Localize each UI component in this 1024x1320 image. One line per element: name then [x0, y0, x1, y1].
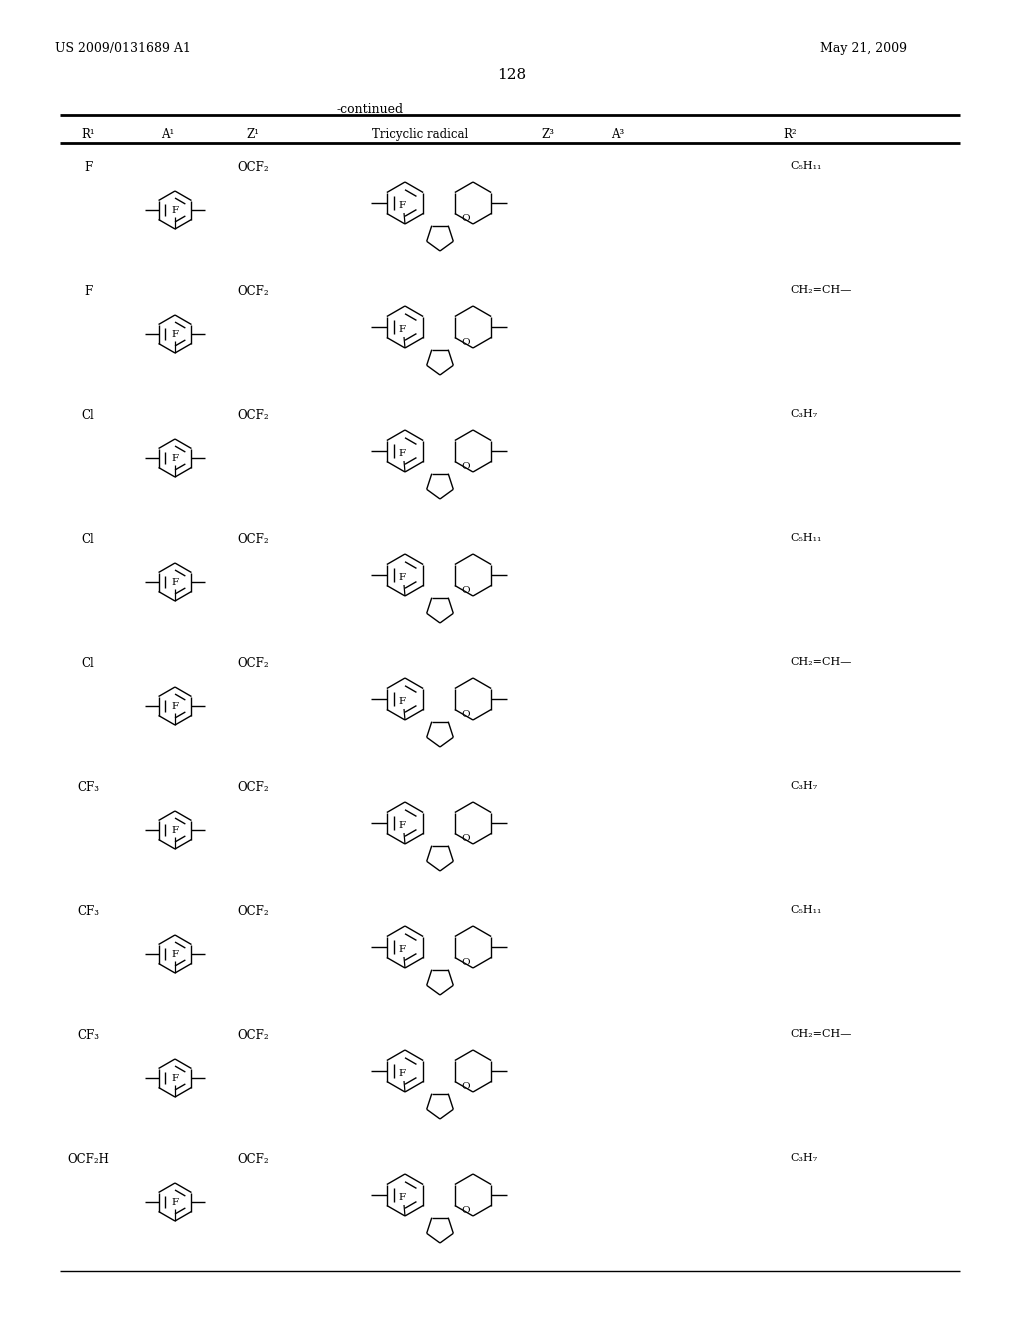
Text: F: F — [171, 206, 178, 215]
Text: -continued: -continued — [337, 103, 403, 116]
Text: F: F — [398, 945, 406, 954]
Text: OCF₂: OCF₂ — [238, 1030, 269, 1041]
Text: O: O — [462, 338, 470, 347]
Text: C₃H₇: C₃H₇ — [790, 781, 817, 791]
Text: F: F — [171, 578, 178, 587]
Text: F: F — [171, 950, 178, 960]
Text: OCF₂: OCF₂ — [238, 409, 269, 422]
Text: OCF₂: OCF₂ — [238, 781, 269, 795]
Text: Z³: Z³ — [542, 128, 555, 141]
Text: F: F — [171, 454, 178, 463]
Text: F: F — [84, 161, 92, 174]
Text: C₃H₇: C₃H₇ — [790, 409, 817, 418]
Text: CH₂=CH—: CH₂=CH— — [790, 657, 851, 667]
Text: O: O — [462, 214, 470, 223]
Text: F: F — [84, 285, 92, 298]
Text: OCF₂: OCF₂ — [238, 1152, 269, 1166]
Text: CH₂=CH—: CH₂=CH— — [790, 285, 851, 294]
Text: O: O — [462, 462, 470, 471]
Text: CF₃: CF₃ — [77, 1030, 99, 1041]
Text: F: F — [398, 1193, 406, 1203]
Text: May 21, 2009: May 21, 2009 — [820, 42, 907, 55]
Text: CH₂=CH—: CH₂=CH— — [790, 1030, 851, 1039]
Text: C₅H₁₁: C₅H₁₁ — [790, 161, 821, 172]
Text: Cl: Cl — [82, 657, 94, 671]
Text: Z¹: Z¹ — [247, 128, 259, 141]
Text: CF₃: CF₃ — [77, 906, 99, 917]
Text: O: O — [462, 834, 470, 843]
Text: OCF₂: OCF₂ — [238, 285, 269, 298]
Text: OCF₂: OCF₂ — [238, 906, 269, 917]
Text: US 2009/0131689 A1: US 2009/0131689 A1 — [55, 42, 190, 55]
Text: R²: R² — [783, 128, 797, 141]
Text: OCF₂H: OCF₂H — [67, 1152, 109, 1166]
Text: F: F — [171, 826, 178, 836]
Text: C₅H₁₁: C₅H₁₁ — [790, 906, 821, 915]
Text: Cl: Cl — [82, 409, 94, 422]
Text: CF₃: CF₃ — [77, 781, 99, 795]
Text: F: F — [171, 330, 178, 339]
Text: O: O — [462, 1082, 470, 1092]
Text: F: F — [171, 1199, 178, 1206]
Text: F: F — [398, 449, 406, 458]
Text: R¹: R¹ — [81, 128, 95, 141]
Text: F: F — [398, 821, 406, 830]
Text: A¹: A¹ — [162, 128, 175, 141]
Text: O: O — [462, 958, 470, 968]
Text: 128: 128 — [498, 69, 526, 82]
Text: F: F — [171, 1074, 178, 1082]
Text: C₃H₇: C₃H₇ — [790, 1152, 817, 1163]
Text: OCF₂: OCF₂ — [238, 161, 269, 174]
Text: F: F — [171, 702, 178, 711]
Text: F: F — [398, 1069, 406, 1078]
Text: O: O — [462, 710, 470, 719]
Text: Tricyclic radical: Tricyclic radical — [372, 128, 468, 141]
Text: A³: A³ — [611, 128, 625, 141]
Text: F: F — [398, 201, 406, 210]
Text: F: F — [398, 573, 406, 582]
Text: OCF₂: OCF₂ — [238, 657, 269, 671]
Text: C₅H₁₁: C₅H₁₁ — [790, 533, 821, 543]
Text: O: O — [462, 586, 470, 595]
Text: O: O — [462, 1206, 470, 1216]
Text: F: F — [398, 325, 406, 334]
Text: F: F — [398, 697, 406, 706]
Text: Cl: Cl — [82, 533, 94, 546]
Text: OCF₂: OCF₂ — [238, 533, 269, 546]
